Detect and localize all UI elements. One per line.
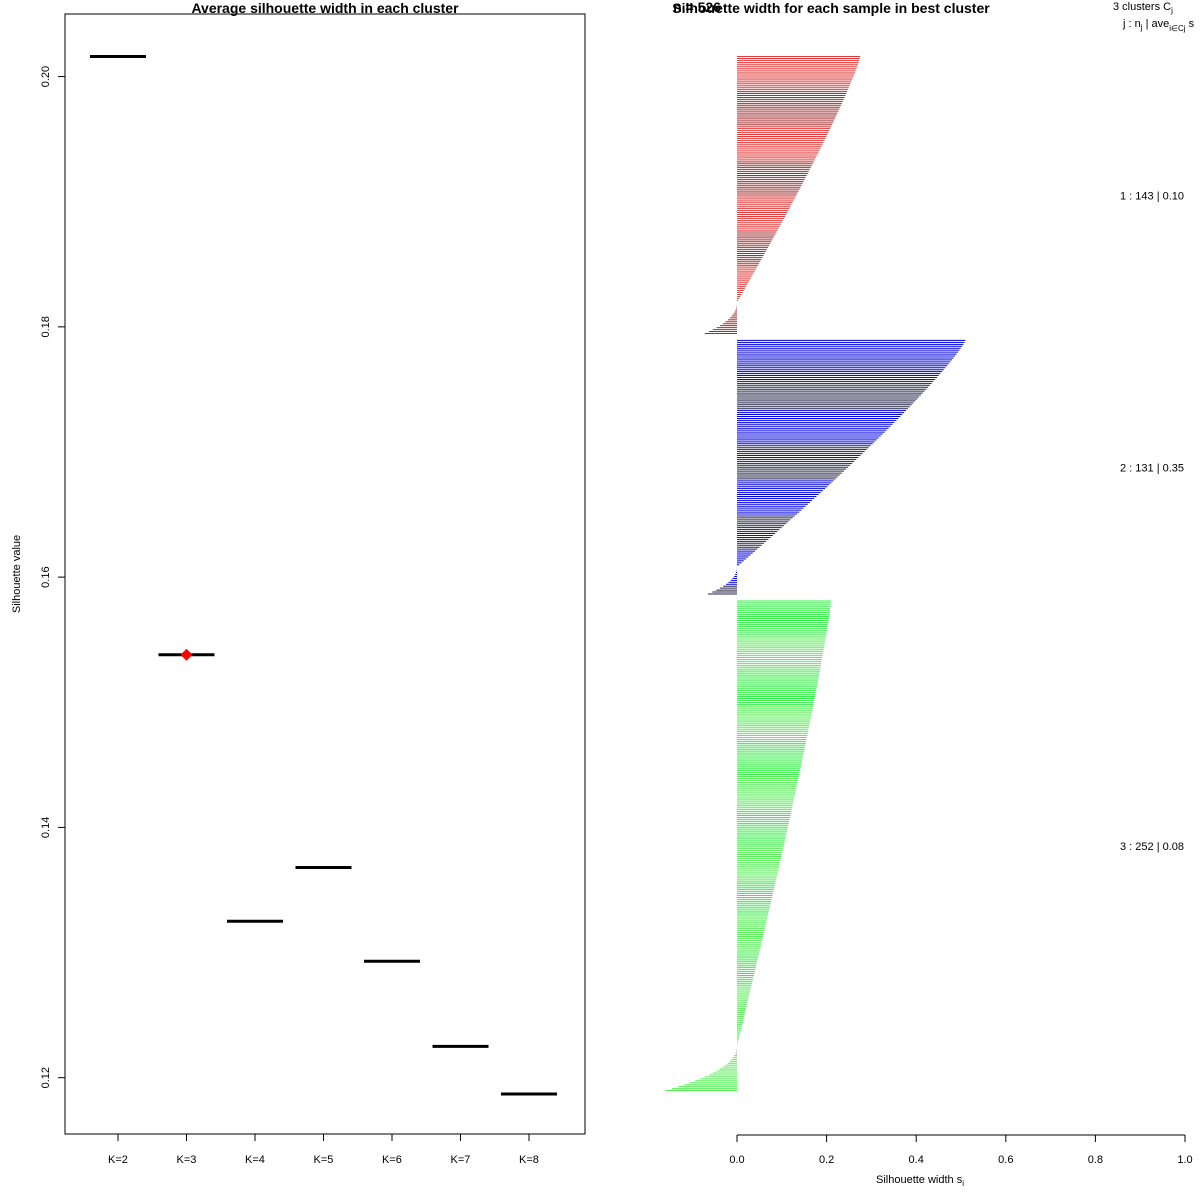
left-chart-title: Average silhouette width in each cluster xyxy=(191,0,459,16)
cluster-summary-label: 3 : 252 | 0.08 xyxy=(1120,841,1184,853)
y-tick-label: 0.14 xyxy=(40,817,52,838)
x-tick-label: K=3 xyxy=(177,1154,197,1166)
right-chart-title: Silhouette width for each sample in best… xyxy=(672,0,990,16)
y-tick-label: 0.18 xyxy=(40,316,52,337)
x-tick-label: K=2 xyxy=(108,1154,128,1166)
x-tick-label: K=4 xyxy=(245,1154,265,1166)
silhouette-width-panel: n = 526 Silhouette width for each sample… xyxy=(665,0,1195,1188)
sample-count-label: n = 526 xyxy=(673,0,721,15)
right-x-axis-label: Silhouette width si xyxy=(876,1174,964,1188)
x-tick-label: 0.0 xyxy=(729,1154,744,1166)
y-tick-label: 0.16 xyxy=(40,566,52,587)
y-tick-label: 0.12 xyxy=(40,1067,52,1088)
cluster-stats-header: j : nj | avei∈Cj s xyxy=(1122,18,1195,33)
x-tick-label: 0.4 xyxy=(909,1154,924,1166)
left-x-axis: K=2 K=3 K=4 K=5 K=6 K=7 K=8 xyxy=(108,1134,539,1166)
cluster-labels: 1 : 143 | 0.10 2 : 131 | 0.35 3 : 252 | 0.… xyxy=(1120,190,1184,853)
left-y-axis: 0.12 0.14 0.16 0.18 0.20 xyxy=(40,66,65,1088)
x-tick-label: 1.0 xyxy=(1177,1154,1192,1166)
x-tick-label: K=7 xyxy=(451,1154,471,1166)
average-silhouette-panel: Average silhouette width in each cluster… xyxy=(11,0,586,1166)
left-plot-marks xyxy=(90,55,557,1096)
silhouette-bars xyxy=(665,56,966,1092)
x-tick-label: K=8 xyxy=(519,1154,539,1166)
left-y-axis-label: Silhouette value xyxy=(11,535,23,613)
best-k-marker xyxy=(180,648,193,661)
x-tick-label: K=6 xyxy=(382,1154,402,1166)
y-tick-label: 0.20 xyxy=(40,66,52,87)
clusters-header: 3 clusters Cj xyxy=(1113,1,1173,15)
left-plot-frame xyxy=(64,13,586,1135)
x-tick-label: 0.2 xyxy=(819,1154,834,1166)
right-x-axis: 0.0 0.2 0.4 0.6 0.8 1.0 xyxy=(729,1134,1193,1166)
x-tick-label: 0.6 xyxy=(998,1154,1013,1166)
x-tick-label: 0.8 xyxy=(1088,1154,1103,1166)
cluster-summary-label: 2 : 131 | 0.35 xyxy=(1120,463,1184,475)
cluster-summary-label: 1 : 143 | 0.10 xyxy=(1120,190,1184,202)
x-tick-label: K=5 xyxy=(314,1154,334,1166)
